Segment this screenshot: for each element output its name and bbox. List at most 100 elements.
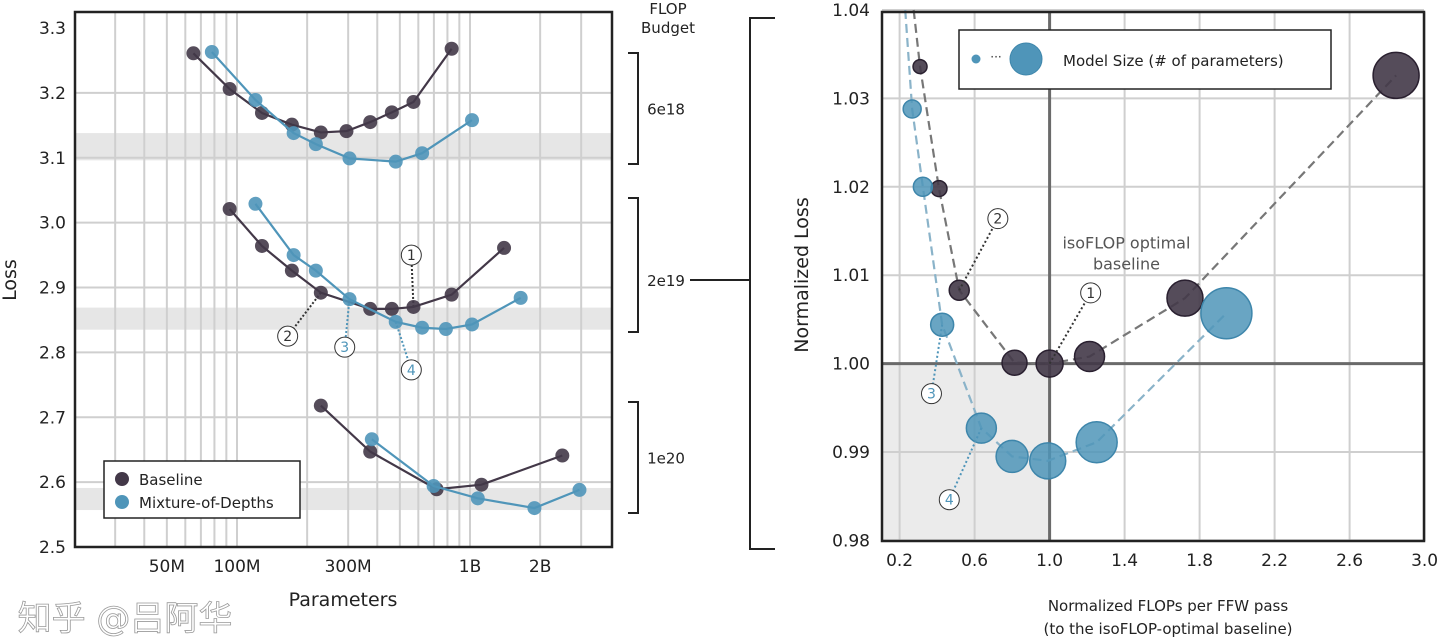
baseline-point bbox=[363, 444, 378, 459]
mod-point bbox=[527, 501, 542, 516]
watermark: 知乎 @吕阿华 bbox=[18, 599, 233, 639]
x-tick-label: 0.6 bbox=[961, 551, 988, 571]
annotation-label: 4 bbox=[945, 493, 954, 509]
mod-point bbox=[465, 113, 480, 128]
annotation-marker bbox=[920, 383, 942, 405]
budget-bracket bbox=[628, 197, 639, 333]
baseline-point bbox=[1073, 340, 1106, 373]
baseline-point bbox=[254, 238, 269, 253]
y-tick-label: 1.01 bbox=[832, 266, 870, 286]
annotation-label: 2 bbox=[283, 329, 292, 345]
annotation-label: 2 bbox=[993, 212, 1002, 228]
baseline-point bbox=[313, 285, 328, 300]
y-tick-label: 0.98 bbox=[832, 531, 870, 551]
baseline-point bbox=[339, 124, 354, 139]
x-tick-label: 0.2 bbox=[886, 551, 913, 571]
mod-point bbox=[1200, 286, 1253, 340]
zoom-bracket bbox=[749, 17, 775, 550]
baseline-point bbox=[444, 41, 459, 56]
x-tick-label: 3.0 bbox=[1411, 551, 1438, 571]
baseline-point bbox=[313, 125, 328, 140]
isoflop-annotation-line2: baseline bbox=[1093, 255, 1160, 274]
baseline-point bbox=[930, 179, 948, 198]
mod-point bbox=[1028, 442, 1067, 480]
baseline-point bbox=[406, 299, 421, 314]
baseline-point bbox=[222, 81, 237, 96]
budget-header-line2: Budget bbox=[641, 19, 695, 37]
x-tick-label: 2B bbox=[529, 557, 551, 577]
baseline-point bbox=[1166, 279, 1204, 317]
right-y-axis-label: Normalized Loss bbox=[791, 197, 813, 352]
x-tick-label: 1B bbox=[459, 557, 481, 577]
budget-label: 1e20 bbox=[647, 450, 685, 468]
mod-point bbox=[470, 491, 485, 506]
baseline-point bbox=[912, 58, 928, 75]
baseline-point bbox=[363, 115, 378, 130]
annotation-marker bbox=[334, 336, 356, 358]
right-plot-frame bbox=[880, 10, 1426, 543]
y-tick-label: 2.8 bbox=[39, 343, 66, 363]
baseline-point bbox=[1001, 349, 1028, 376]
x-tick-label: 100M bbox=[213, 557, 260, 577]
annotation-leader bbox=[958, 218, 999, 291]
mod-point bbox=[995, 439, 1029, 474]
connector-label: 2e19 bbox=[647, 272, 685, 290]
mod-point bbox=[426, 479, 441, 494]
y-tick-label: 3.2 bbox=[39, 84, 66, 104]
budget-brackets: 6e18 1e20 2e19 bbox=[628, 17, 775, 550]
mod-point bbox=[308, 263, 323, 278]
baseline-point bbox=[186, 46, 201, 61]
budget-label: 6e18 bbox=[647, 101, 685, 119]
mod-point bbox=[902, 99, 922, 119]
size-legend-ellipsis: ··· bbox=[990, 50, 1001, 64]
mod-point bbox=[342, 292, 357, 307]
legend-label: Mixture-of-Depths bbox=[139, 494, 274, 512]
legend-marker bbox=[115, 472, 129, 486]
annotation-label: 3 bbox=[340, 340, 349, 356]
annotation-marker bbox=[277, 325, 299, 347]
left-chart: 1 2 3 4 50M 100M 300M 1B 2B 2.5 2.6 2.7 2.8 2.9 3.0 3.1… bbox=[39, 10, 614, 577]
y-tick-label: 0.99 bbox=[832, 443, 870, 463]
mod-point bbox=[1075, 421, 1118, 464]
baseline-point bbox=[497, 240, 512, 255]
baseline-point bbox=[384, 301, 399, 316]
y-tick-label: 2.6 bbox=[39, 473, 66, 493]
legend-box bbox=[103, 460, 301, 519]
mod-point bbox=[364, 432, 379, 447]
annotation-leader bbox=[394, 321, 413, 371]
mod-point bbox=[513, 290, 528, 305]
y-tick-label: 2.7 bbox=[39, 408, 66, 428]
annotation-marker bbox=[400, 244, 422, 266]
left-plot-frame bbox=[73, 10, 614, 549]
size-legend-label: Model Size (# of parameters) bbox=[1063, 52, 1284, 70]
mod-point bbox=[308, 137, 323, 152]
x-tick-label: 1.8 bbox=[1186, 551, 1213, 571]
mod-point bbox=[388, 314, 403, 329]
mod-point bbox=[415, 146, 430, 161]
annotation-label: 1 bbox=[1086, 286, 1095, 302]
size-legend-large-marker bbox=[1009, 42, 1043, 76]
mod-point bbox=[388, 154, 403, 169]
baseline-point bbox=[384, 105, 399, 120]
baseline-dashed-line bbox=[912, 9, 1397, 365]
annotation-marker bbox=[987, 208, 1009, 230]
x-tick-label: 1.4 bbox=[1111, 551, 1138, 571]
baseline-point bbox=[444, 287, 459, 302]
mod-point bbox=[286, 126, 301, 141]
annotation-marker bbox=[1080, 282, 1102, 304]
mod-point bbox=[248, 196, 263, 211]
y-tick-label: 2.5 bbox=[39, 538, 66, 558]
baseline-point bbox=[1372, 51, 1420, 100]
annotation-label: 4 bbox=[407, 363, 416, 379]
y-tick-label: 3.1 bbox=[39, 149, 66, 169]
y-tick-label: 2.9 bbox=[39, 279, 66, 299]
y-tick-label: 3.0 bbox=[39, 214, 66, 234]
mod-point bbox=[248, 93, 263, 108]
annotation-label: 3 bbox=[927, 387, 936, 403]
optimal-band-2e19 bbox=[75, 307, 612, 330]
isoflop-annotation-line1: isoFLOP optimal bbox=[1062, 233, 1190, 252]
left-x-axis-label: Parameters bbox=[289, 589, 398, 611]
y-tick-label: 1.00 bbox=[832, 355, 870, 375]
mod-point bbox=[415, 320, 430, 335]
